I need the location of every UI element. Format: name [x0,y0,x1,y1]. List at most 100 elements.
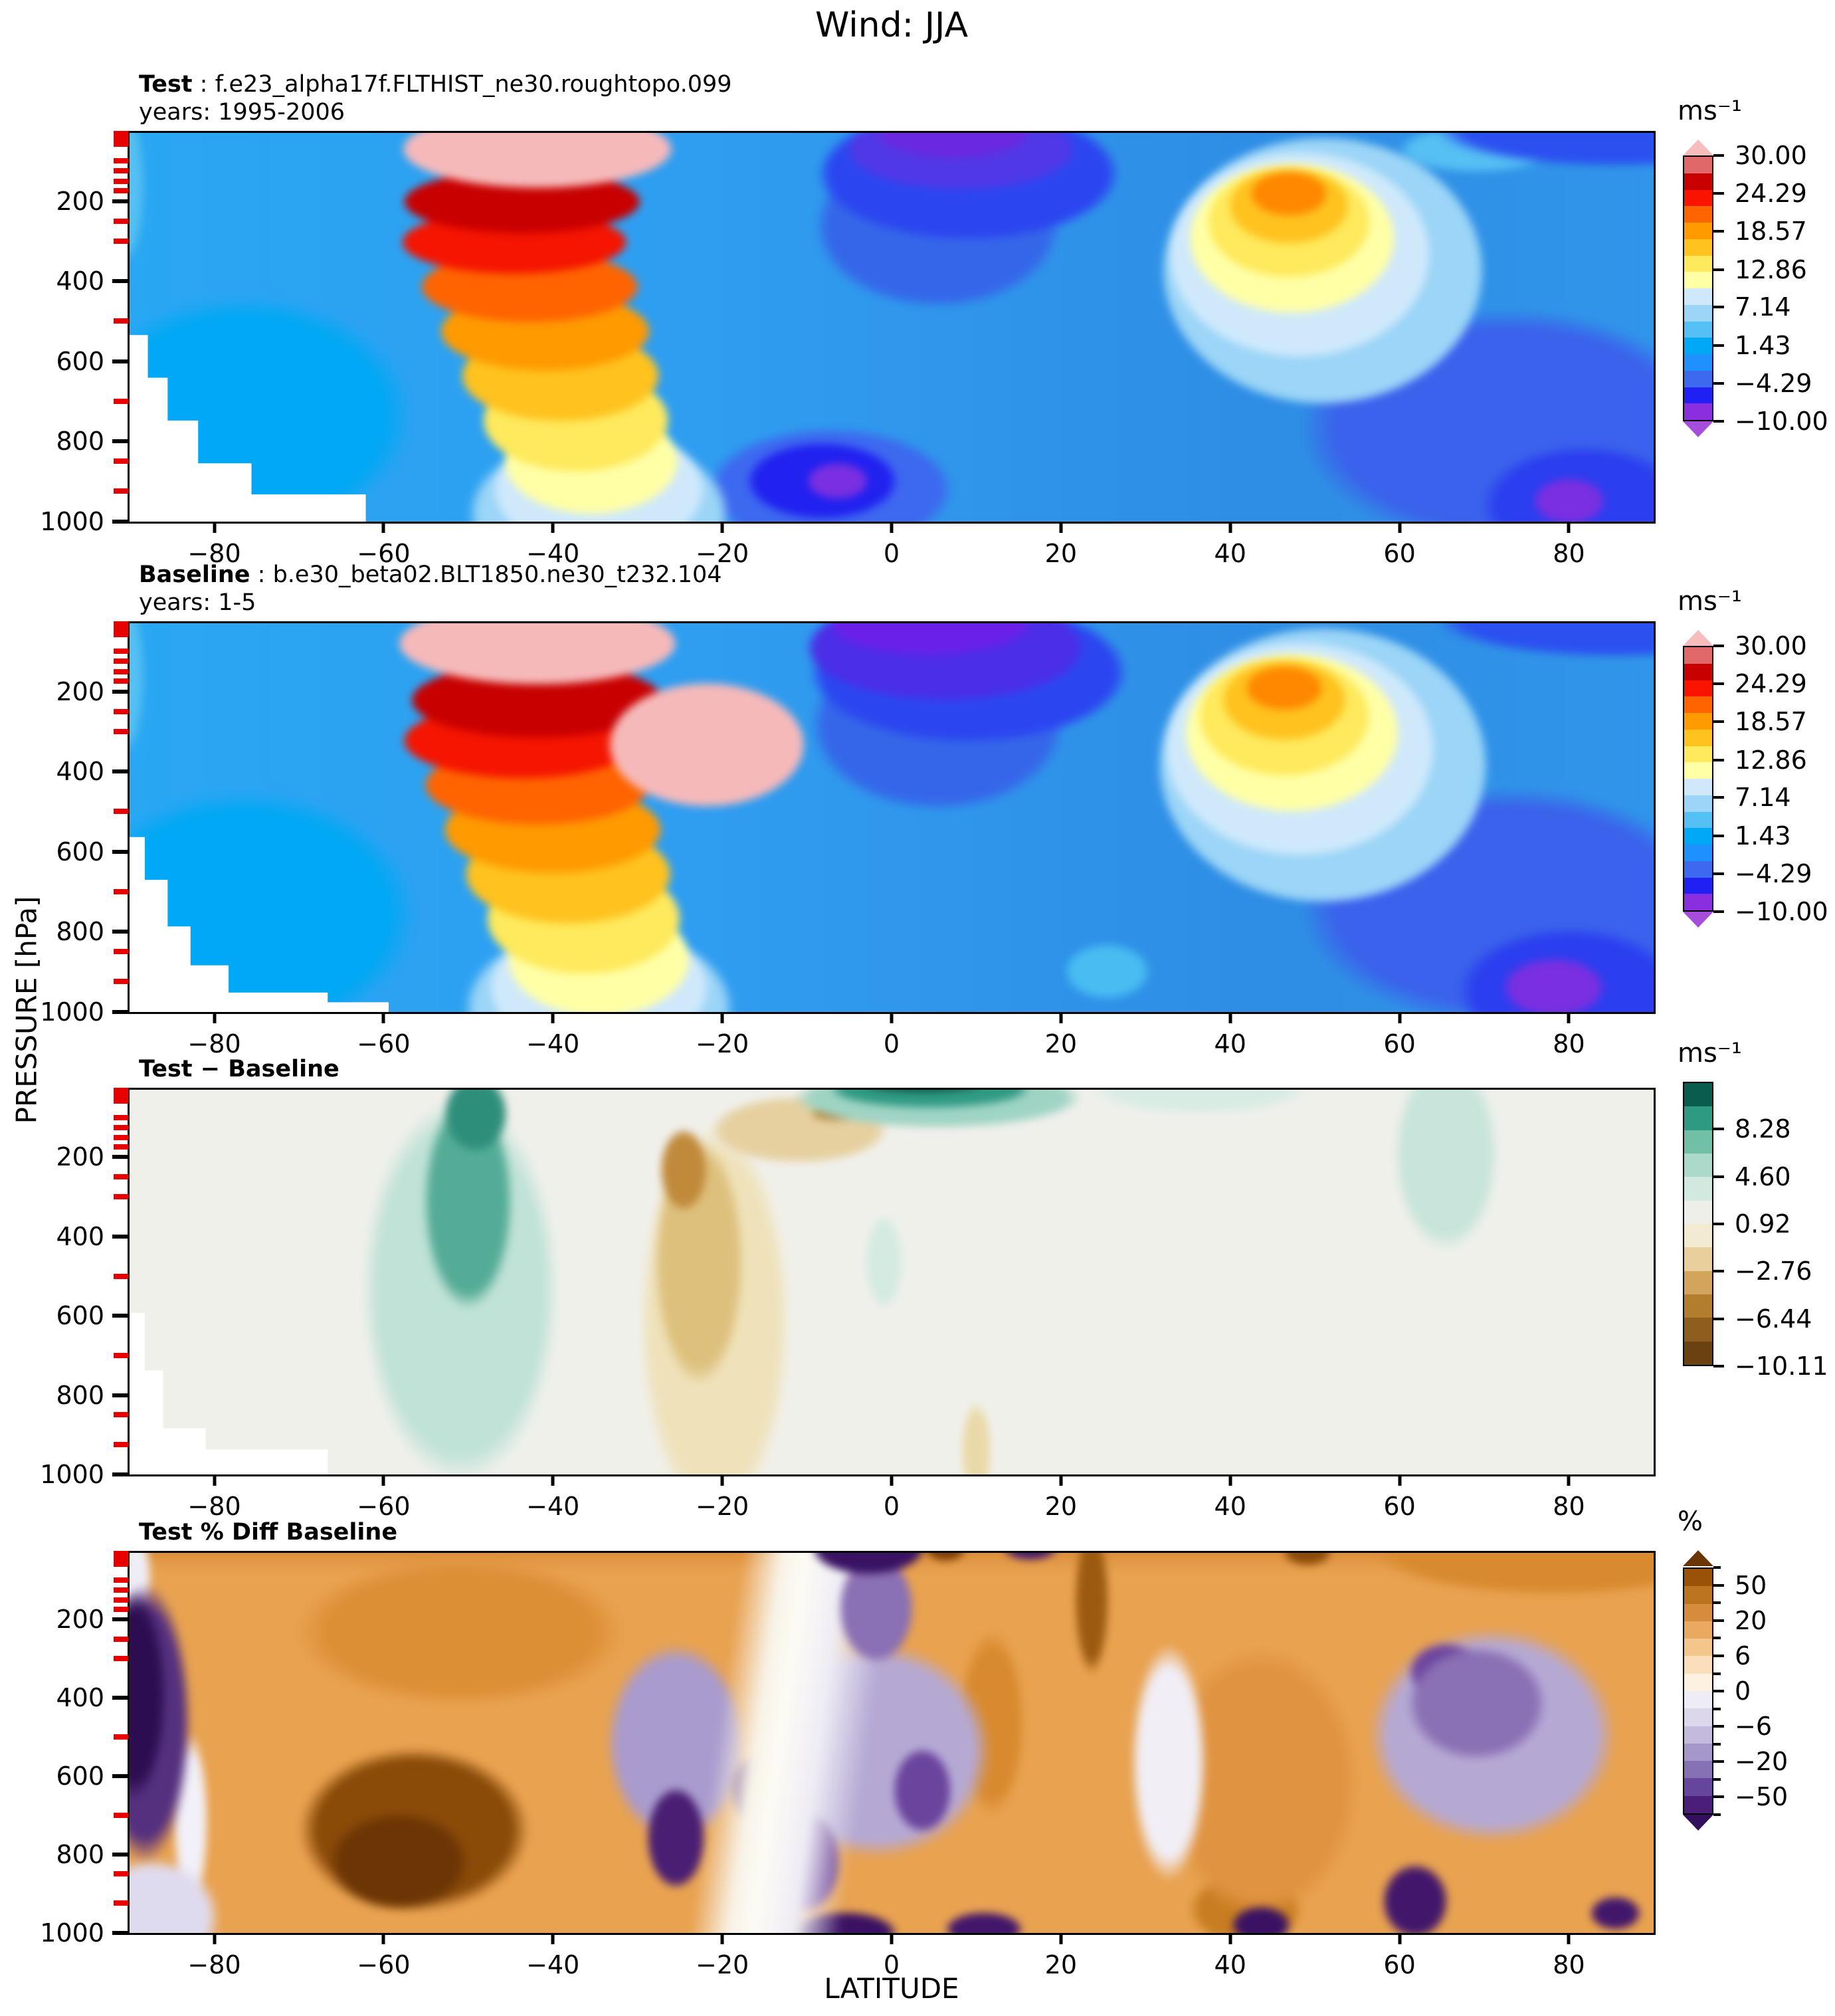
page-title: Wind: JJA [815,5,969,45]
colorbar-segment [1684,779,1712,795]
y-tick-label: 600 [56,1301,104,1331]
x-tick-label: 40 [1214,1492,1246,1521]
colorbar-segment [1684,1318,1712,1342]
y-tick-mark [112,849,130,854]
x-tick-label: 0 [883,1492,900,1521]
y-tick-mark [112,1155,130,1159]
colorbar-tick-mark [1713,872,1724,875]
y-tick-label: 1000 [40,1460,104,1489]
model-level-mark [114,1900,128,1906]
model-level-mark [114,1577,128,1583]
model-level-mark [114,1441,128,1447]
colorbar-tick-mark [1713,1317,1724,1320]
y-tick-mark [112,279,130,284]
colorbar-body [1683,155,1713,421]
colorbar-tick-label: −20 [1735,1747,1788,1777]
colorbar-segment [1684,696,1712,713]
x-tick-label: −20 [696,1029,749,1058]
y-tick-label: 400 [56,1683,104,1713]
x-tick-mark [213,1474,217,1486]
colorbar-segment [1684,1726,1712,1744]
colorbar-tick-mark [1713,1690,1724,1692]
colorbar-extend-bottom [1683,421,1713,437]
colorbar-extend-top [1683,140,1713,155]
x-tick-mark [720,1474,724,1486]
x-tick-mark [1567,1933,1571,1944]
colorbar-tick-label: 0.92 [1735,1209,1791,1239]
colorbar-segment [1684,370,1712,387]
colorbar-tick-mark [1713,306,1724,309]
colorbar-segment [1684,1223,1712,1248]
model-level-mark [114,728,128,734]
model-level-mark [114,1134,128,1140]
model-level-marks-block [114,621,128,637]
x-tick-mark [1398,1933,1402,1944]
colorbar-tick-mark [1713,796,1724,799]
colorbar-units: % [1678,1506,1703,1537]
colorbar-tick-label: −10.11 [1735,1352,1828,1381]
colorbar-tick-mark [1713,268,1724,271]
panel-pct-diff-title-line: Test % Diff Baseline [139,1518,397,1546]
colorbar-tick-mark [1713,1365,1724,1367]
colorbar-tick-mark [1713,344,1724,347]
x-tick-label: 20 [1044,539,1078,568]
colorbar-segment [1684,663,1712,680]
x-tick-mark [1059,1474,1063,1486]
colorbar-tick-label: −10.00 [1735,407,1828,436]
colorbar-segment [1684,272,1712,288]
model-level-mark [114,238,128,244]
model-level-mark [114,809,128,815]
colorbar-segment [1684,1177,1712,1201]
x-tick-mark [551,1012,555,1023]
model-level-mark [114,188,128,194]
x-tick-label: −60 [357,1492,411,1521]
colorbar-tick-mark [1713,1760,1724,1764]
panel-baseline-years: years: 1-5 [139,589,256,616]
colorbar-segment [1684,877,1712,894]
colorbar-tick-mark [1713,1672,1721,1675]
x-tick-mark [1059,1933,1063,1944]
model-level-mark [114,1734,128,1740]
colorbar-ticks: 8.28 4.60 0.92 −2.76 −6.44 −10.11 [1683,1082,1828,1381]
colorbar-segment [1684,1106,1712,1130]
model-level-mark [114,458,128,464]
colorbar-tick-label: 12.86 [1735,254,1807,284]
x-tick-mark [890,522,894,533]
colorbar-segment [1684,1795,1712,1813]
colorbar-segment [1684,1153,1712,1177]
x-tick-label: 0 [883,539,900,568]
colorbar-tick-mark [1713,758,1724,761]
model-level-mark [114,889,128,895]
y-tick-label: 800 [56,1840,104,1870]
colorbar-segment [1684,255,1712,272]
colorbar-tick-label: 30.00 [1735,141,1807,170]
model-level-mark [114,979,128,985]
x-tick-mark [551,522,555,533]
x-tick-mark [890,1474,894,1486]
x-tick-mark [381,1474,385,1486]
colorbar-segment [1684,1743,1712,1762]
model-level-mark [114,1636,128,1642]
panel-baseline-header: Baseline : b.e30_beta02.BLT1850.ne30_t23… [139,561,722,617]
model-level-mark [114,708,128,714]
model-level-mark [114,649,128,655]
contour-plot-baseline [130,623,1654,1012]
x-tick-mark [1398,1012,1402,1023]
colorbar-tick-label: −6.44 [1735,1304,1812,1334]
colorbar-tick-label: 50 [1735,1570,1767,1600]
panel-test-separator: : [199,71,215,98]
y-tick-label: 200 [56,186,104,216]
y-tick-label: 200 [56,1142,104,1172]
colorbar-tick-mark [1713,192,1724,195]
panel-test-years: years: 1995-2006 [139,99,345,126]
model-level-mark [114,1144,128,1150]
colorbar-segment [1684,223,1712,239]
colorbar-tick-label: −50 [1735,1782,1788,1812]
colorbar-tick-label: 24.29 [1735,669,1807,699]
panel-baseline: Baseline : b.e30_beta02.BLT1850.ne30_t23… [40,561,1828,1058]
colorbar-segment [1684,828,1712,845]
colorbar-tick-label: 7.14 [1735,292,1791,322]
model-level-mark [114,668,128,674]
panel-test: Test : f.e23_alpha17f.FLTHIST_ne30.rough… [40,71,1828,568]
